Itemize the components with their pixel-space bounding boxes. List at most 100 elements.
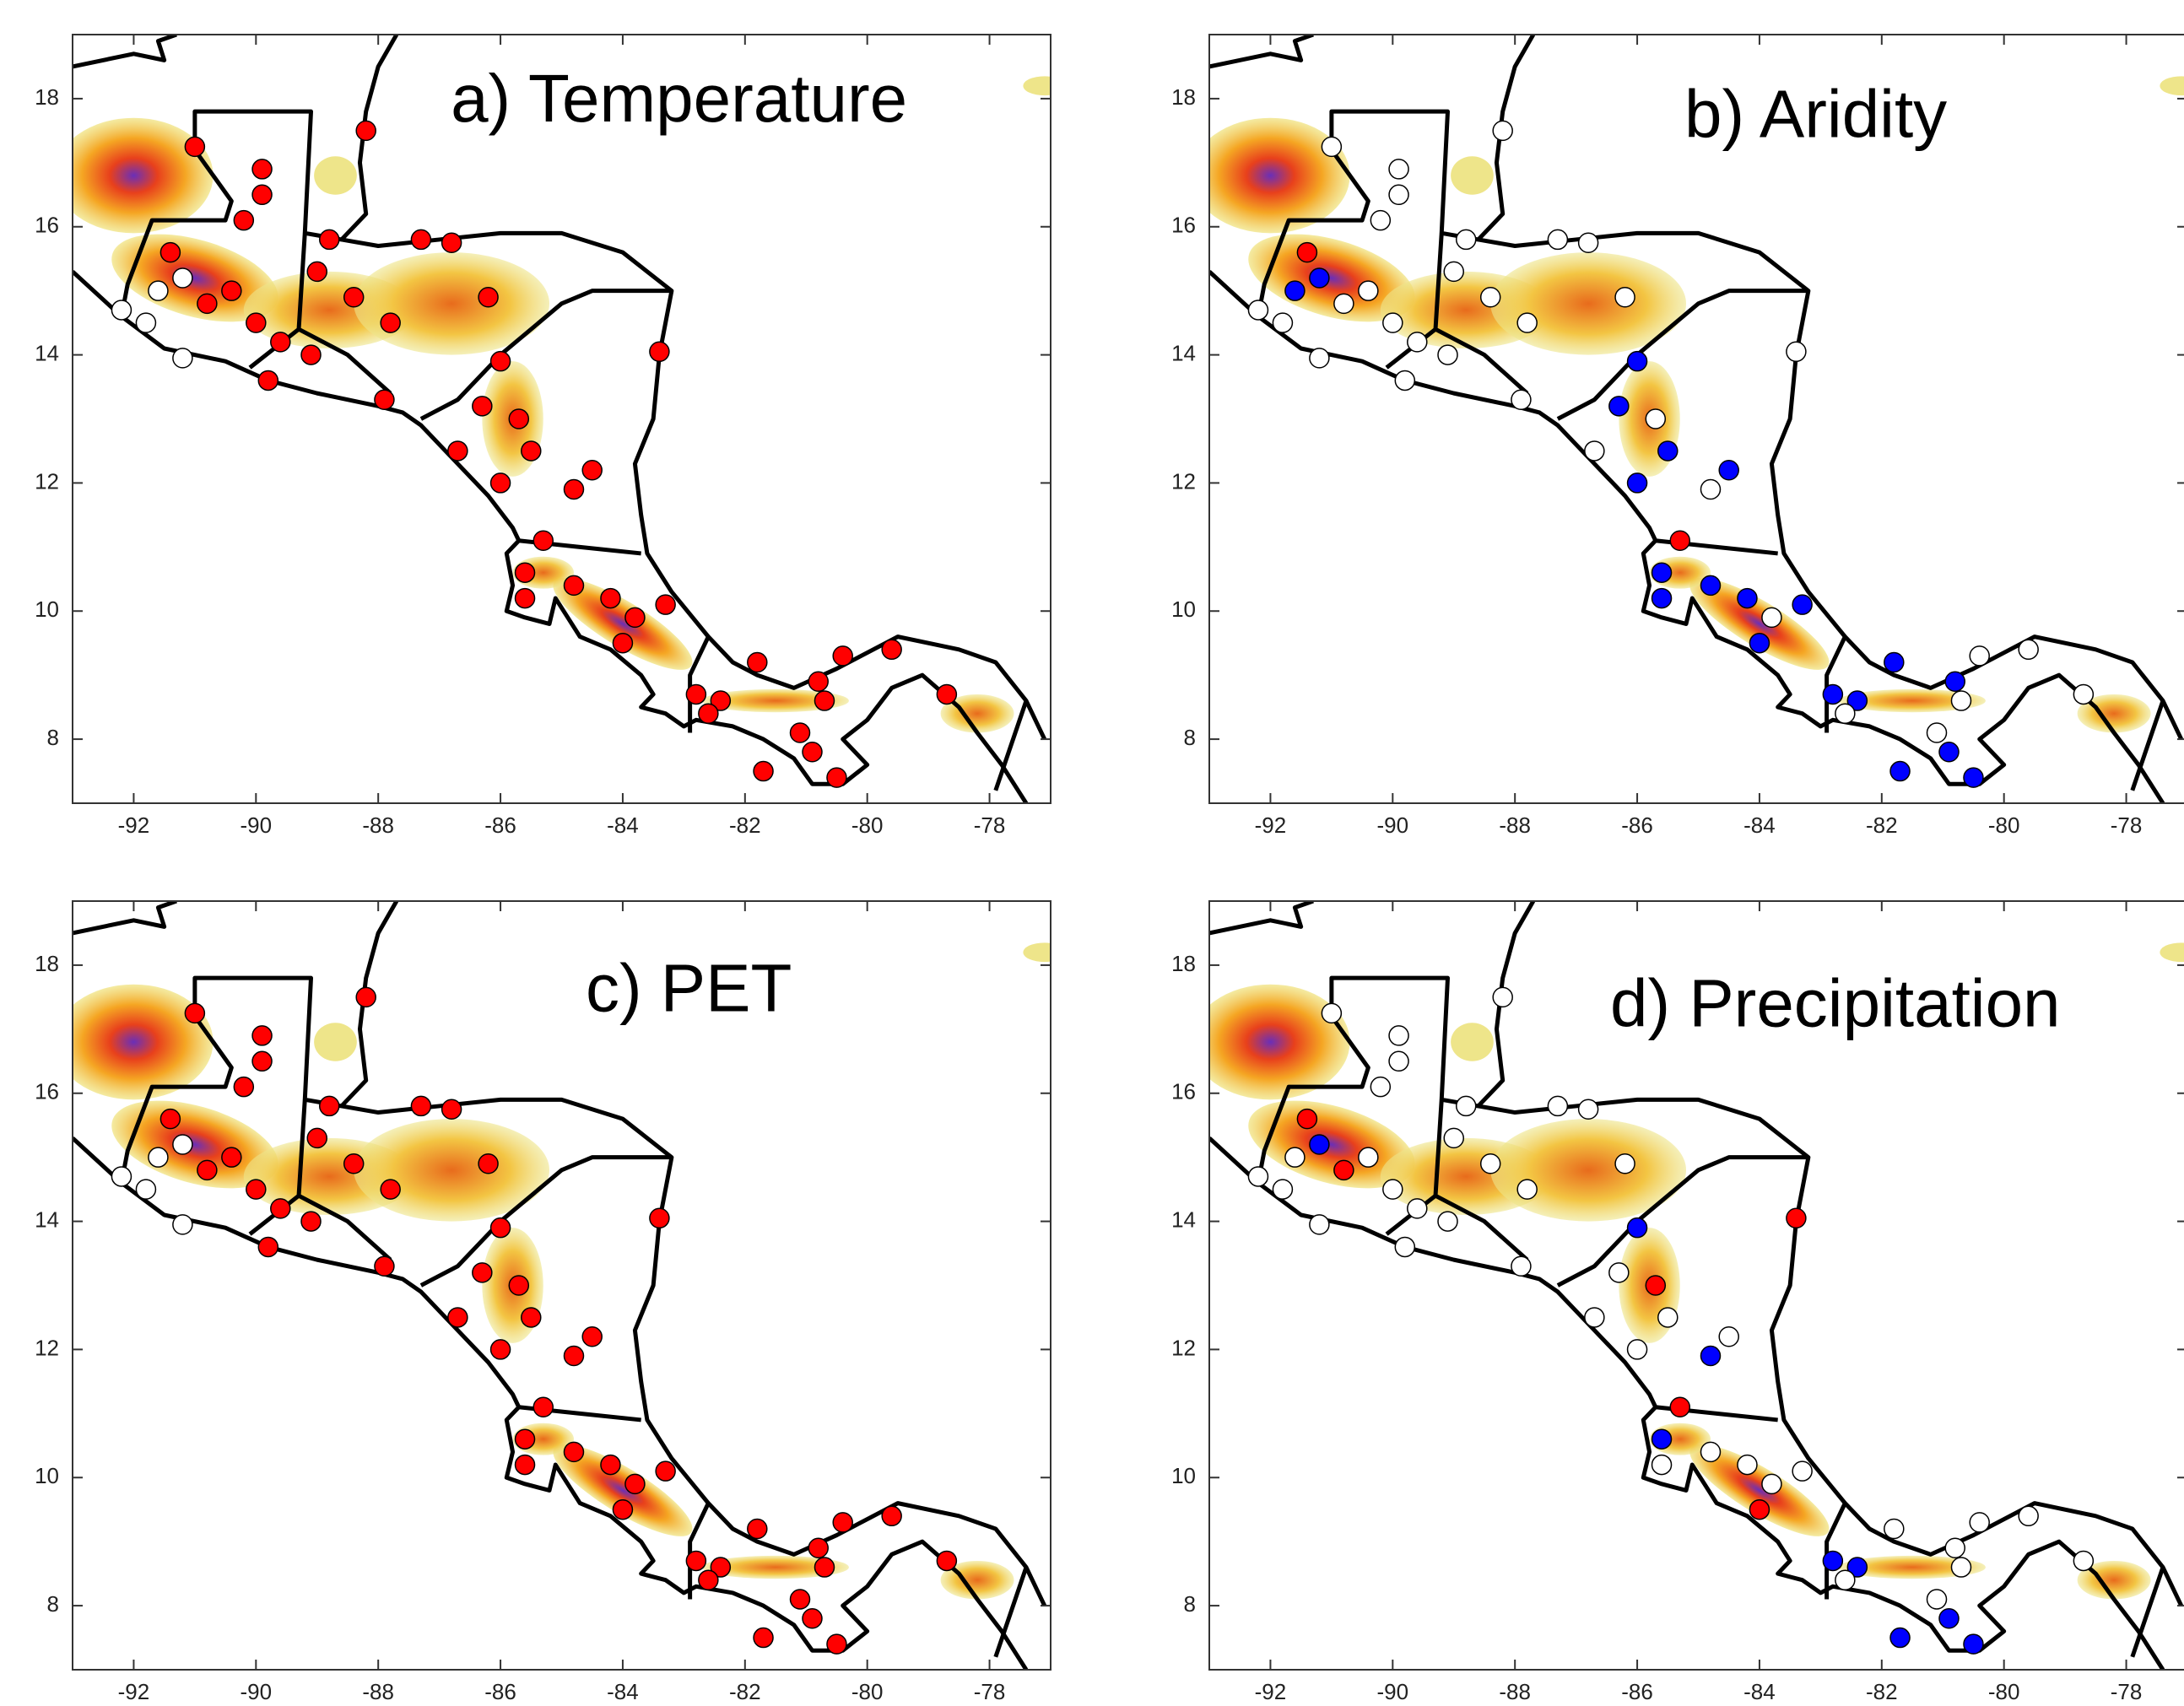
- station-point: [1719, 461, 1738, 480]
- station-point: [1310, 1215, 1329, 1234]
- station-point: [1670, 531, 1689, 550]
- station-point: [448, 441, 468, 461]
- y-tick-label: 18: [1171, 84, 1196, 110]
- station-point: [1310, 1135, 1329, 1154]
- station-point: [1787, 1208, 1806, 1228]
- station-point: [1792, 595, 1812, 614]
- station-point: [686, 684, 705, 704]
- map-panel: -92-90-88-86-84-82-80-7881012141618c) PE…: [35, 901, 1066, 1704]
- station-point: [1890, 1628, 1910, 1648]
- x-tick-label: -82: [729, 813, 761, 838]
- station-point: [1738, 1455, 1757, 1475]
- station-point: [1585, 1308, 1604, 1327]
- station-point: [1658, 1308, 1678, 1327]
- station-point: [1273, 1180, 1292, 1199]
- station-point: [564, 480, 583, 499]
- station-point: [1395, 370, 1414, 390]
- station-point: [1615, 1154, 1635, 1174]
- station-point: [491, 1340, 511, 1359]
- station-point: [478, 288, 498, 307]
- station-point: [1383, 1180, 1403, 1199]
- x-tick-label: -86: [1621, 1679, 1653, 1704]
- station-point: [411, 229, 430, 249]
- station-point: [320, 1096, 339, 1115]
- station-point: [1370, 1077, 1390, 1097]
- station-point: [533, 1397, 553, 1417]
- station-point: [246, 313, 266, 332]
- station-point: [686, 1551, 705, 1570]
- x-tick-label: -80: [1988, 813, 2020, 838]
- station-point: [601, 589, 620, 608]
- station-point: [833, 1513, 852, 1532]
- x-tick-label: -82: [1866, 813, 1898, 838]
- station-point: [234, 211, 253, 230]
- station-point: [1927, 723, 1947, 742]
- station-point: [1615, 288, 1635, 307]
- station-point: [1457, 1096, 1476, 1115]
- station-point: [1310, 348, 1329, 368]
- station-point: [136, 1180, 155, 1199]
- station-point: [601, 1455, 620, 1475]
- station-point: [1652, 1455, 1672, 1475]
- station-point: [1457, 229, 1476, 249]
- station-point: [1389, 159, 1408, 179]
- station-point: [1951, 1558, 1970, 1577]
- station-point: [1310, 268, 1329, 288]
- x-tick-label: -82: [729, 1679, 761, 1704]
- y-tick-label: 12: [1171, 468, 1196, 494]
- x-tick-label: -90: [241, 813, 273, 838]
- axes-background: [73, 35, 1051, 803]
- station-point: [136, 313, 155, 332]
- station-point: [442, 233, 462, 252]
- station-point: [1517, 313, 1537, 332]
- axes-background: [73, 901, 1051, 1670]
- station-point: [222, 281, 241, 300]
- x-tick-label: -92: [1255, 813, 1287, 838]
- y-tick-label: 12: [35, 468, 59, 494]
- x-tick-label: -88: [1499, 813, 1531, 838]
- station-point: [1884, 652, 1904, 672]
- station-point: [1389, 1026, 1408, 1045]
- station-point: [699, 704, 718, 723]
- station-point: [516, 1455, 535, 1475]
- x-tick-label: -84: [1743, 1679, 1776, 1704]
- x-tick-label: -80: [851, 813, 884, 838]
- station-point: [491, 473, 511, 493]
- y-tick-label: 10: [35, 1463, 59, 1488]
- station-point: [2019, 1506, 2038, 1525]
- station-point: [1444, 1128, 1463, 1147]
- x-tick-label: -88: [1499, 1679, 1531, 1704]
- y-tick-label: 16: [1171, 1079, 1196, 1104]
- y-tick-label: 14: [35, 1207, 59, 1232]
- station-point: [491, 1218, 511, 1238]
- station-point: [882, 640, 901, 659]
- y-tick-label: 18: [35, 951, 59, 976]
- station-point: [1964, 1634, 1983, 1654]
- station-point: [882, 1506, 901, 1525]
- station-point: [1273, 313, 1292, 332]
- station-point: [234, 1077, 253, 1097]
- station-point: [1493, 987, 1512, 1007]
- station-point: [1970, 1513, 1989, 1532]
- x-tick-label: -86: [1621, 813, 1653, 838]
- y-tick-label: 18: [1171, 951, 1196, 976]
- x-tick-label: -84: [1743, 813, 1776, 838]
- station-point: [1285, 281, 1305, 300]
- station-point: [1248, 300, 1268, 320]
- y-tick-label: 16: [35, 1079, 59, 1104]
- station-point: [160, 243, 180, 262]
- station-point: [411, 1096, 430, 1115]
- station-point: [522, 1308, 541, 1327]
- station-point: [344, 1154, 364, 1174]
- station-point: [344, 288, 364, 307]
- x-tick-label: -92: [1255, 1679, 1287, 1704]
- station-point: [522, 441, 541, 461]
- y-tick-label: 8: [1184, 1591, 1196, 1617]
- y-tick-label: 16: [35, 213, 59, 238]
- station-point: [149, 1147, 168, 1167]
- y-tick-label: 10: [1171, 597, 1196, 622]
- station-point: [827, 1634, 846, 1654]
- y-tick-label: 14: [1171, 1207, 1196, 1232]
- station-point: [1628, 473, 1647, 493]
